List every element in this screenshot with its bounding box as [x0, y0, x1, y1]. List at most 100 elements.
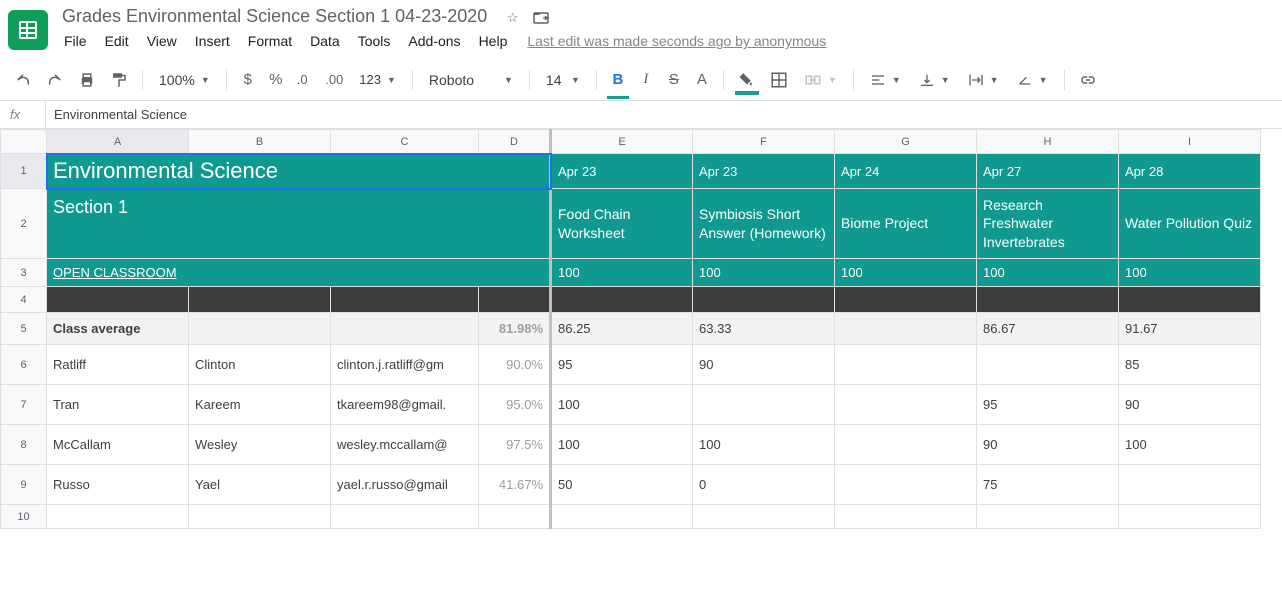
merge-button[interactable]: ▼	[796, 67, 845, 93]
cell-score[interactable]: 100	[1119, 425, 1261, 465]
link-button[interactable]	[1073, 67, 1103, 93]
undo-button[interactable]	[8, 67, 38, 93]
select-all-corner[interactable]	[1, 130, 47, 154]
borders-button[interactable]	[764, 67, 794, 93]
cell-student-email[interactable]: clinton.j.ratliff@gm	[331, 345, 479, 385]
row-header-7[interactable]: 7	[1, 385, 47, 425]
h-align-button[interactable]: ▼	[862, 68, 909, 92]
font-size-select[interactable]: 14▼	[538, 68, 588, 92]
cell-empty[interactable]	[551, 505, 693, 529]
menu-tools[interactable]: Tools	[350, 29, 399, 53]
doc-title[interactable]: Grades Environmental Science Section 1 0…	[56, 4, 493, 28]
row-header-9[interactable]: 9	[1, 465, 47, 505]
cell-assignment-g[interactable]: Biome Project	[835, 189, 977, 259]
cell-assignment-h[interactable]: Research Freshwater Invertebrates	[977, 189, 1119, 259]
row-header-3[interactable]: 3	[1, 259, 47, 287]
cell-student-email[interactable]: yael.r.russo@gmail	[331, 465, 479, 505]
cell-dark-b[interactable]	[189, 287, 331, 313]
cell-section[interactable]: Section 1	[47, 189, 551, 259]
cell-student-first[interactable]: Yael	[189, 465, 331, 505]
sheets-logo[interactable]	[8, 10, 48, 50]
cell-empty[interactable]	[47, 505, 189, 529]
v-align-button[interactable]: ▼	[911, 68, 958, 92]
cell-avg-g[interactable]	[835, 313, 977, 345]
col-header-i[interactable]: I	[1119, 130, 1261, 154]
paint-format-button[interactable]	[104, 67, 134, 93]
row-header-1[interactable]: 1	[1, 154, 47, 189]
cell-assignment-f[interactable]: Symbiosis Short Answer (Homework)	[693, 189, 835, 259]
row-header-6[interactable]: 6	[1, 345, 47, 385]
cell-avg-label[interactable]: Class average	[47, 313, 189, 345]
row-header-8[interactable]: 8	[1, 425, 47, 465]
text-color-button[interactable]: A	[689, 67, 715, 93]
cell-score[interactable]	[1119, 465, 1261, 505]
font-select[interactable]: Roboto▼	[421, 68, 521, 92]
cell-avg-f[interactable]: 63.33	[693, 313, 835, 345]
cell-dark-c[interactable]	[331, 287, 479, 313]
cell-student-first[interactable]: Wesley	[189, 425, 331, 465]
last-edit-link[interactable]: Last edit was made seconds ago by anonym…	[527, 33, 826, 49]
menu-addons[interactable]: Add-ons	[400, 29, 468, 53]
strikethrough-button[interactable]: S	[661, 67, 687, 93]
cell-student-pct[interactable]: 97.5%	[479, 425, 551, 465]
cell-student-last[interactable]: Ratliff	[47, 345, 189, 385]
col-header-b[interactable]: B	[189, 130, 331, 154]
cell-date-f[interactable]: Apr 23	[693, 154, 835, 189]
cell-score[interactable]	[835, 385, 977, 425]
cell-open-classroom[interactable]: OPEN CLASSROOM	[47, 259, 551, 287]
more-formats-button[interactable]: 123▼	[351, 68, 404, 91]
cell-empty[interactable]	[835, 505, 977, 529]
cell-score[interactable]	[835, 345, 977, 385]
cell-score[interactable]: 100	[551, 425, 693, 465]
menu-view[interactable]: View	[139, 29, 185, 53]
cell-student-pct[interactable]: 41.67%	[479, 465, 551, 505]
row-header-2[interactable]: 2	[1, 189, 47, 259]
col-header-c[interactable]: C	[331, 130, 479, 154]
cell-score[interactable]: 95	[977, 385, 1119, 425]
menu-format[interactable]: Format	[240, 29, 300, 53]
cell-date-e[interactable]: Apr 23	[551, 154, 693, 189]
cell-max-h[interactable]: 100	[977, 259, 1119, 287]
cell-avg-i[interactable]: 91.67	[1119, 313, 1261, 345]
menu-edit[interactable]: Edit	[97, 29, 137, 53]
increase-decimal-button[interactable]: .00	[319, 67, 349, 93]
cell-student-first[interactable]: Kareem	[189, 385, 331, 425]
cell-max-e[interactable]: 100	[551, 259, 693, 287]
cell-student-last[interactable]: Russo	[47, 465, 189, 505]
cell-date-h[interactable]: Apr 27	[977, 154, 1119, 189]
cell-score[interactable]: 0	[693, 465, 835, 505]
cell-score[interactable]: 90	[693, 345, 835, 385]
cell-score[interactable]	[693, 385, 835, 425]
cell-student-email[interactable]: tkareem98@gmail.	[331, 385, 479, 425]
cell-max-g[interactable]: 100	[835, 259, 977, 287]
move-icon[interactable]	[533, 10, 551, 27]
cell-avg-c[interactable]	[331, 313, 479, 345]
cell-student-email[interactable]: wesley.mccallam@	[331, 425, 479, 465]
formula-input[interactable]: Environmental Science	[46, 101, 1282, 128]
col-header-h[interactable]: H	[977, 130, 1119, 154]
print-button[interactable]	[72, 67, 102, 93]
wrap-button[interactable]: ▼	[960, 68, 1007, 92]
col-header-d[interactable]: D	[479, 130, 551, 154]
cell-date-g[interactable]: Apr 24	[835, 154, 977, 189]
menu-data[interactable]: Data	[302, 29, 348, 53]
italic-button[interactable]: I	[633, 67, 659, 93]
cell-score[interactable]	[835, 425, 977, 465]
col-header-e[interactable]: E	[551, 130, 693, 154]
fill-color-button[interactable]	[732, 67, 762, 93]
col-header-f[interactable]: F	[693, 130, 835, 154]
cell-student-last[interactable]: Tran	[47, 385, 189, 425]
bold-button[interactable]: B	[605, 67, 631, 93]
menu-insert[interactable]: Insert	[187, 29, 238, 53]
cell-avg-h[interactable]: 86.67	[977, 313, 1119, 345]
cell-max-f[interactable]: 100	[693, 259, 835, 287]
cell-avg-e[interactable]: 86.25	[551, 313, 693, 345]
cell-score[interactable]: 85	[1119, 345, 1261, 385]
cell-empty[interactable]	[189, 505, 331, 529]
decrease-decimal-button[interactable]: .0	[291, 67, 317, 93]
cell-score[interactable]: 100	[551, 385, 693, 425]
cell-avg-pct[interactable]: 81.98%	[479, 313, 551, 345]
cell-score[interactable]: 90	[1119, 385, 1261, 425]
cell-student-last[interactable]: McCallam	[47, 425, 189, 465]
cell-student-pct[interactable]: 95.0%	[479, 385, 551, 425]
